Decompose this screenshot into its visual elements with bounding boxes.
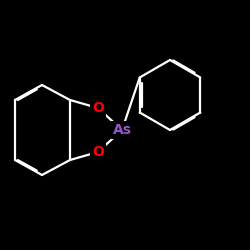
Text: O: O [92,101,104,115]
Text: O: O [92,145,104,159]
Text: As: As [112,123,132,137]
